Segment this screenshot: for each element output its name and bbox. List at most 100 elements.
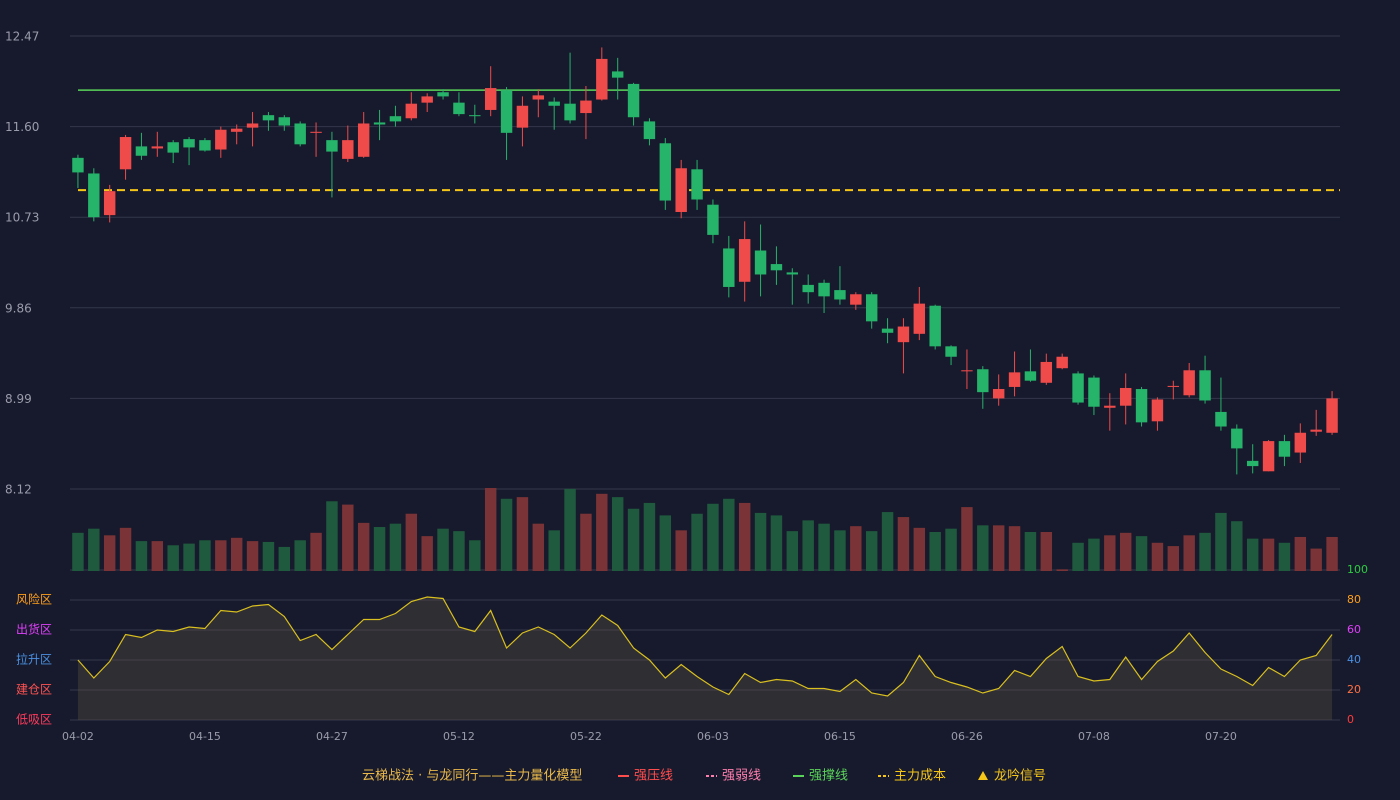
x-tick-label: 05-12 bbox=[443, 730, 475, 743]
candle-body bbox=[1088, 377, 1100, 407]
x-tick-label: 07-08 bbox=[1078, 730, 1110, 743]
zone-label: 出货区 bbox=[16, 622, 52, 637]
volume-bar bbox=[643, 502, 656, 571]
volume-bar bbox=[977, 525, 989, 571]
y-tick-label: 40 bbox=[1347, 653, 1361, 666]
volume-bar bbox=[1008, 526, 1021, 571]
candle-body bbox=[119, 137, 132, 170]
y-tick-label: 9.86 bbox=[5, 301, 32, 315]
candle-body bbox=[1151, 399, 1164, 422]
volume-bar bbox=[675, 530, 687, 571]
volume-bar bbox=[199, 540, 211, 571]
volume-bar bbox=[754, 512, 767, 571]
y-tick-label: 8.12 bbox=[5, 483, 32, 497]
candle-body bbox=[167, 142, 179, 153]
volume-bar bbox=[1294, 536, 1307, 571]
candle-body bbox=[1008, 372, 1021, 387]
candle-body bbox=[1040, 361, 1053, 383]
candle-body bbox=[1072, 373, 1084, 403]
legend-title: 云梯战法 · 与龙同行——主力量化模型 bbox=[362, 769, 582, 784]
candle-body bbox=[1231, 428, 1243, 449]
volume-bar bbox=[326, 501, 338, 571]
volume-bar bbox=[1040, 531, 1053, 571]
volume-bar bbox=[1246, 538, 1259, 571]
y-tick-label: 8.99 bbox=[5, 392, 32, 406]
volume-bar bbox=[992, 525, 1005, 571]
candle-body bbox=[453, 102, 465, 115]
volume-bar bbox=[183, 543, 195, 571]
candle-body bbox=[596, 58, 608, 100]
legend-label: 强压线 bbox=[634, 769, 673, 784]
volume-bar bbox=[103, 535, 116, 571]
candle-body bbox=[1199, 370, 1211, 401]
volume-bar bbox=[961, 507, 973, 571]
x-tick-label: 06-15 bbox=[824, 730, 856, 743]
zone-label: 风险区 bbox=[16, 592, 52, 607]
volume-bar bbox=[119, 527, 132, 571]
volume-bar bbox=[262, 541, 275, 571]
candle-body bbox=[564, 103, 576, 121]
volume-bar bbox=[1231, 521, 1243, 571]
candle-body bbox=[437, 92, 449, 97]
y-tick-label: 12.47 bbox=[5, 30, 39, 44]
candle-body bbox=[1215, 411, 1227, 427]
candle-body bbox=[326, 140, 338, 152]
volume-bar bbox=[516, 497, 529, 571]
volume-bar bbox=[786, 531, 799, 571]
candle-body bbox=[881, 328, 894, 333]
candle-body bbox=[659, 143, 672, 201]
candle-body bbox=[532, 95, 545, 100]
zone-label: 低吸区 bbox=[16, 713, 52, 727]
candle-body bbox=[770, 264, 783, 271]
oscillator-area bbox=[77, 597, 1333, 720]
legend-label: 强弱线 bbox=[722, 769, 761, 784]
volume-bar bbox=[1151, 542, 1164, 571]
candle-body bbox=[1262, 441, 1275, 472]
candle-body bbox=[103, 191, 116, 216]
volume-bar bbox=[945, 528, 957, 571]
candle-body bbox=[1278, 441, 1291, 457]
candle-body bbox=[72, 157, 84, 173]
x-tick-label: 06-03 bbox=[697, 730, 729, 743]
volume-bar bbox=[723, 498, 735, 571]
volume-bar bbox=[500, 498, 513, 571]
volume-bar bbox=[1183, 535, 1195, 571]
y-tick-label: 60 bbox=[1347, 623, 1361, 636]
candle-body bbox=[421, 96, 433, 103]
volume-bar bbox=[453, 531, 465, 571]
candle-body bbox=[945, 346, 957, 357]
volume-bar bbox=[738, 502, 751, 571]
oscillator-line bbox=[77, 596, 1333, 697]
y-tick-label: 11.60 bbox=[5, 120, 39, 134]
volume-bar bbox=[389, 523, 402, 571]
volume-bar bbox=[611, 497, 624, 571]
volume-bar bbox=[580, 513, 592, 571]
candle-body bbox=[818, 282, 830, 297]
candle-body bbox=[135, 146, 148, 156]
volume-bar bbox=[596, 493, 608, 571]
volume-bar bbox=[627, 508, 640, 571]
candle-body bbox=[897, 326, 910, 343]
volume-bar bbox=[532, 523, 545, 571]
candle-body bbox=[1119, 387, 1132, 406]
volume-bar bbox=[405, 513, 418, 571]
volume-bar bbox=[135, 541, 148, 571]
candle-body bbox=[151, 146, 164, 149]
candle-body bbox=[1326, 398, 1338, 433]
candle-body bbox=[230, 128, 243, 132]
x-tick-label: 05-22 bbox=[570, 730, 602, 743]
candle-body bbox=[469, 115, 481, 117]
candle-body bbox=[611, 71, 624, 78]
legend-label: 龙吟信号 bbox=[994, 768, 1046, 784]
candle-body bbox=[723, 248, 735, 287]
volume-bar bbox=[897, 517, 910, 571]
y-tick-label: 100 bbox=[1347, 563, 1368, 576]
candle-body bbox=[183, 139, 195, 148]
candle-body bbox=[1246, 460, 1259, 467]
candle-body bbox=[1183, 370, 1195, 396]
zone-label: 拉升区 bbox=[16, 652, 52, 667]
volume-bar bbox=[929, 531, 941, 571]
candle-body bbox=[405, 103, 418, 119]
volume-bar bbox=[72, 532, 84, 571]
volume-bar bbox=[564, 488, 576, 571]
